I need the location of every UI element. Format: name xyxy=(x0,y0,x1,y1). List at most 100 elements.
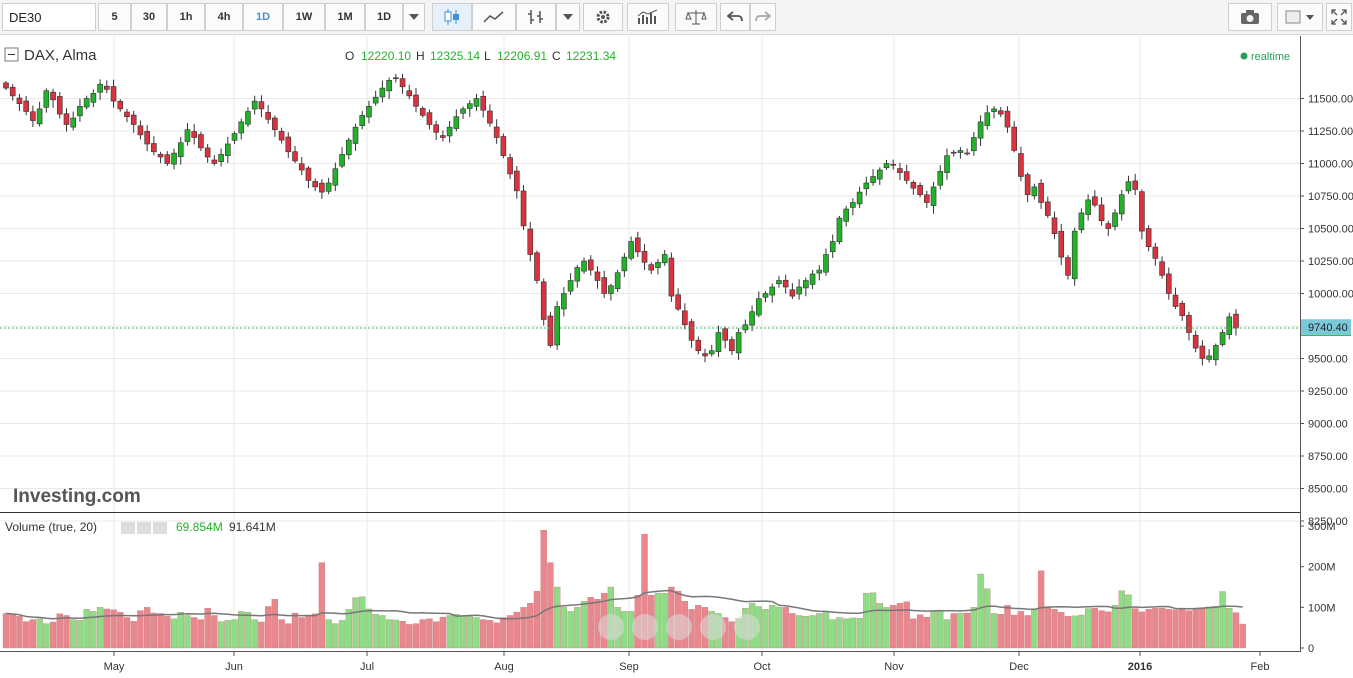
volume-bar xyxy=(439,616,447,649)
interval-1w-button[interactable]: 1W xyxy=(283,3,325,31)
candle xyxy=(755,298,762,316)
candle xyxy=(419,108,426,116)
interval-1h-button[interactable]: 1h xyxy=(167,3,205,31)
volume-bar xyxy=(217,621,225,649)
volume-bar xyxy=(379,615,386,649)
redo-button[interactable] xyxy=(750,3,776,31)
candle xyxy=(1172,294,1179,307)
volume-bar xyxy=(2,613,10,649)
volume-bar xyxy=(412,623,420,649)
scroll-controls[interactable] xyxy=(598,614,760,640)
candle xyxy=(70,117,77,128)
candle xyxy=(547,315,554,346)
line-style-button[interactable] xyxy=(472,3,516,31)
color-swatch-icon xyxy=(1285,10,1314,24)
screenshot-button[interactable] xyxy=(1228,3,1272,31)
candle xyxy=(1145,228,1152,248)
candle xyxy=(446,126,453,137)
time-tick-label: Dec xyxy=(1009,661,1029,673)
interval-4h-button[interactable]: 4h xyxy=(205,3,243,31)
volume-bar xyxy=(231,619,238,649)
instrument-name: DAX, Alma xyxy=(24,47,97,64)
volume-bar xyxy=(419,619,426,649)
chart-area[interactable]: 11500.00 11250.00 11000.00 10750.00 10500.00… xyxy=(0,36,1353,678)
candle xyxy=(352,126,359,144)
volume-bar xyxy=(527,603,534,649)
volume-bar xyxy=(930,611,937,649)
candle xyxy=(950,151,957,154)
candle xyxy=(359,115,366,126)
candle xyxy=(628,241,634,259)
line-chart-icon xyxy=(483,11,504,23)
bars-style-button[interactable] xyxy=(516,3,556,31)
volume-ma-line xyxy=(5,589,1243,620)
volume-bar xyxy=(863,592,870,649)
volume-bar xyxy=(896,603,904,649)
undo-button[interactable] xyxy=(720,3,750,31)
fullscreen-button[interactable] xyxy=(1326,3,1352,31)
candle xyxy=(1098,204,1105,222)
candle xyxy=(971,137,977,152)
compare-button[interactable] xyxy=(675,3,717,31)
interval-1m-button[interactable]: 1M xyxy=(325,3,365,31)
volume-bar xyxy=(29,619,37,649)
candles-style-button[interactable] xyxy=(432,3,472,31)
volume-bar xyxy=(1024,615,1031,649)
candle xyxy=(137,125,144,136)
volume-bar xyxy=(123,617,131,649)
candle xyxy=(890,163,897,166)
settings-icon[interactable] xyxy=(137,522,151,534)
interval-30-button[interactable]: 30 xyxy=(131,3,167,31)
candle xyxy=(1092,196,1098,206)
symbol-input[interactable]: DE30 xyxy=(2,3,96,31)
candle xyxy=(1152,246,1159,259)
high-value: 12325.14 xyxy=(430,49,480,63)
candle xyxy=(930,186,937,206)
volume-bar xyxy=(916,614,924,649)
candle xyxy=(688,321,695,341)
settings-button[interactable] xyxy=(583,3,623,31)
candle xyxy=(856,191,863,205)
volume-bar xyxy=(587,597,594,649)
price-tick-label: 11500.00 xyxy=(1308,94,1353,106)
color-theme-button[interactable] xyxy=(1277,3,1323,31)
interval-5-button[interactable]: 5 xyxy=(98,3,131,31)
candle xyxy=(829,241,836,253)
indicators-button[interactable] xyxy=(627,3,669,31)
candle xyxy=(1226,316,1233,335)
close-icon[interactable] xyxy=(153,522,167,534)
chart-style-dropdown[interactable] xyxy=(556,3,580,31)
volume-bar xyxy=(90,611,97,649)
candle xyxy=(325,182,332,192)
volume-bar xyxy=(970,607,978,649)
range-select[interactable]: 1D xyxy=(365,3,403,31)
price-tick-label: 10000.00 xyxy=(1308,289,1353,301)
volume-bar xyxy=(1192,608,1199,649)
candle xyxy=(298,163,305,171)
price-tick-label: 10750.00 xyxy=(1308,191,1353,203)
candle xyxy=(1159,261,1165,276)
candle xyxy=(319,182,325,193)
time-tick-label: May xyxy=(104,661,125,673)
volume-tick-label: 200M xyxy=(1308,562,1336,574)
candle xyxy=(63,113,70,125)
volume-bar xyxy=(473,617,480,649)
interval-1d-button[interactable]: 1D xyxy=(243,3,283,31)
candle xyxy=(1051,217,1058,234)
time-tick-label: 2016 xyxy=(1128,661,1152,673)
volume-bar xyxy=(278,619,285,649)
volume-bar xyxy=(466,616,473,649)
candle xyxy=(668,257,675,297)
realtime-dot-icon xyxy=(1240,52,1248,60)
volume-bar xyxy=(849,617,857,649)
candle xyxy=(23,100,29,112)
volume-bar xyxy=(1071,615,1078,649)
eye-icon[interactable] xyxy=(121,522,135,534)
scroll-right-icon xyxy=(734,614,760,640)
volume-bar xyxy=(1199,607,1206,649)
candle xyxy=(440,135,446,138)
candle xyxy=(198,134,204,149)
range-dropdown-button[interactable] xyxy=(403,3,425,31)
candle xyxy=(386,79,392,92)
volume-bar xyxy=(9,614,16,649)
